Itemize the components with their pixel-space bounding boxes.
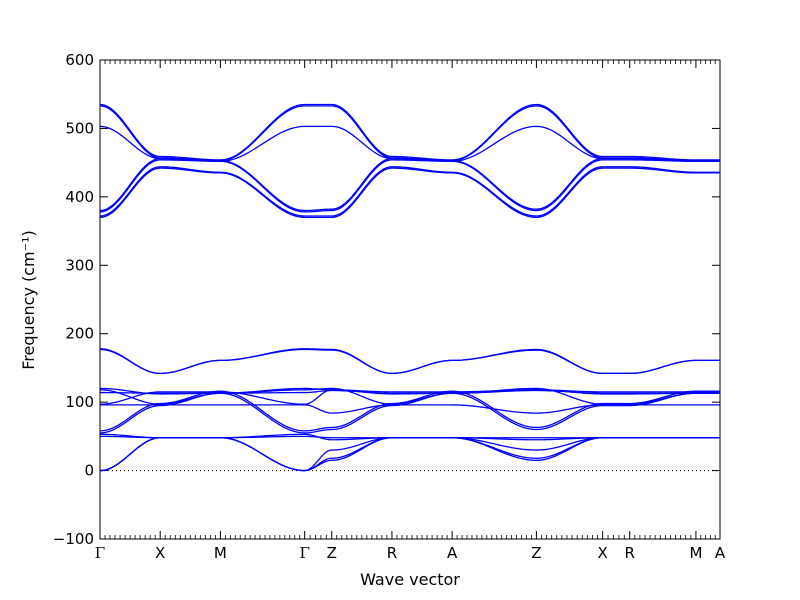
y-tick-label: 100 bbox=[65, 393, 94, 411]
phonon-band-15 bbox=[99, 167, 720, 219]
y-tick-label: 0 bbox=[84, 462, 94, 480]
x-tick-label: A bbox=[715, 544, 726, 562]
y-tick-label: 200 bbox=[65, 325, 94, 343]
x-axis-label: Wave vector bbox=[360, 570, 460, 589]
x-tick-label: M bbox=[689, 544, 702, 562]
x-tick-label: R bbox=[624, 544, 634, 562]
axes-frame bbox=[99, 59, 721, 540]
phonon-band-14 bbox=[99, 348, 720, 375]
phonon-band-20 bbox=[99, 105, 720, 162]
phonon-band-9 bbox=[99, 389, 720, 405]
phonon-band-5 bbox=[99, 433, 720, 441]
y-tick-label: 400 bbox=[65, 188, 94, 206]
phonon-band-8 bbox=[100, 404, 720, 414]
phonon-band-11 bbox=[99, 387, 720, 405]
phonon-band-21 bbox=[99, 103, 720, 161]
y-tick-label: 500 bbox=[65, 119, 94, 137]
x-tick-label: X bbox=[597, 544, 607, 562]
x-tick-label: A bbox=[447, 544, 458, 562]
x-tick-label: Γ bbox=[299, 544, 309, 562]
x-tick-label: Z bbox=[531, 544, 541, 562]
phonon-band-19 bbox=[99, 125, 720, 162]
y-tick-label: 600 bbox=[65, 51, 94, 69]
x-tick-label: Z bbox=[327, 544, 337, 562]
y-tick-label: −100 bbox=[53, 530, 94, 548]
y-tick-label: 300 bbox=[65, 256, 94, 274]
phonon-band-16 bbox=[99, 166, 720, 217]
x-tick-label: Γ bbox=[95, 544, 105, 562]
y-axis-label: Frequency (cm⁻¹) bbox=[19, 230, 38, 369]
x-tick-label: R bbox=[387, 544, 397, 562]
x-tick-label: X bbox=[155, 544, 165, 562]
x-tick-label: M bbox=[214, 544, 227, 562]
phonon-band-12 bbox=[99, 387, 720, 395]
